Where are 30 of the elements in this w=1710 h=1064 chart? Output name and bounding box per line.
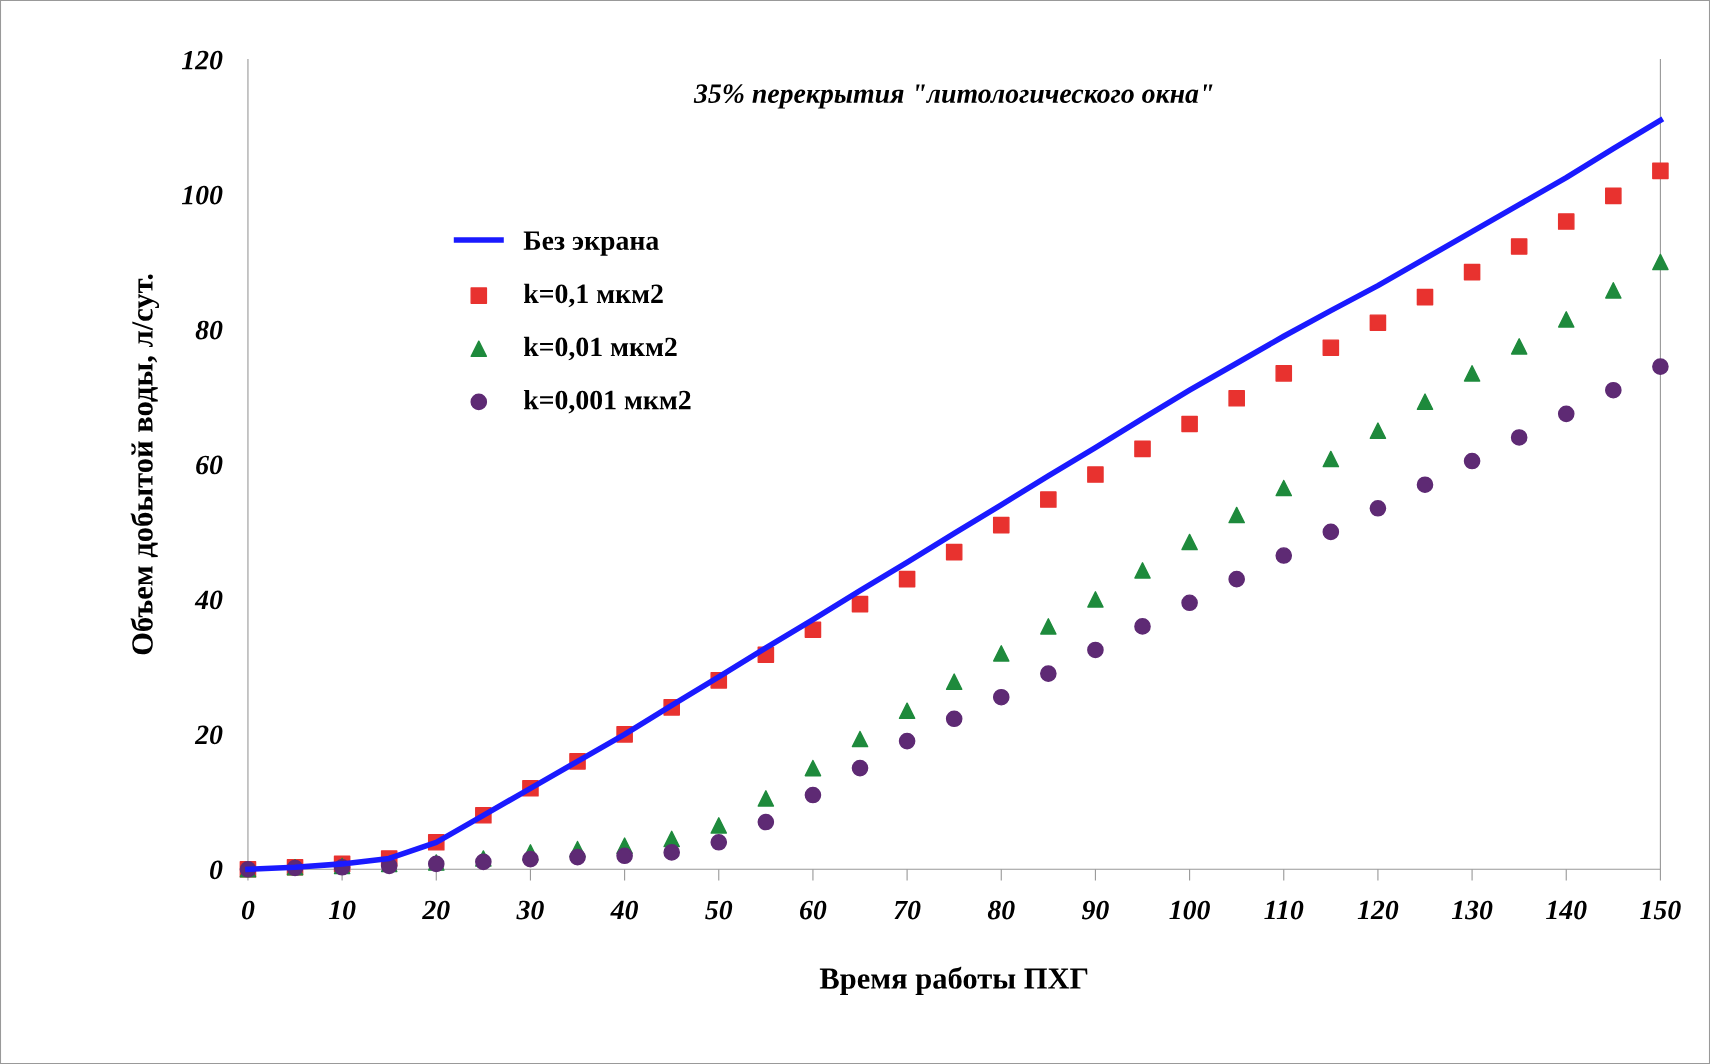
y-tick-label: 0 (210, 860, 223, 880)
x-tick-label: 120 (1357, 900, 1399, 920)
legend-label: k=0,1 мкм2 (523, 283, 663, 308)
x-tick-label: 0 (241, 900, 255, 920)
x-tick-label: 60 (800, 900, 827, 920)
x-tick-label: 70 (894, 900, 921, 920)
x-tick-label: 50 (705, 900, 733, 920)
y-tick-label: 80 (195, 320, 223, 340)
y-tick-label: 120 (181, 50, 223, 70)
x-axis-title: Время работы ПХГ (819, 966, 1088, 996)
x-tick-label: 100 (1169, 900, 1210, 920)
x-tick-label: 90 (1081, 900, 1109, 920)
y-tick-label: 20 (194, 725, 223, 745)
legend-label: Без экрана (523, 231, 659, 256)
y-tick-label: 40 (194, 590, 223, 610)
y-tick-label: 60 (196, 455, 223, 475)
legend-label: k=0,001 мкм2 (523, 389, 691, 414)
x-tick-label: 20 (422, 900, 450, 920)
legend-label: k=0,01 мкм2 (523, 336, 677, 361)
x-tick-label: 10 (328, 900, 356, 920)
x-tick-label: 40 (610, 900, 639, 920)
x-tick-label: 150 (1640, 900, 1681, 920)
x-tick-label: 80 (987, 900, 1015, 920)
y-tick-label: 100 (181, 185, 223, 205)
x-tick-label: 110 (1264, 900, 1304, 920)
x-tick-label: 30 (516, 900, 544, 920)
text: 35% перекрытия "литологического окна" (693, 84, 1213, 109)
x-tick-label: 140 (1546, 900, 1587, 920)
y-axis-title: Объем добытой воды, л/сут. (130, 274, 160, 655)
x-tick-label: 130 (1451, 900, 1493, 920)
